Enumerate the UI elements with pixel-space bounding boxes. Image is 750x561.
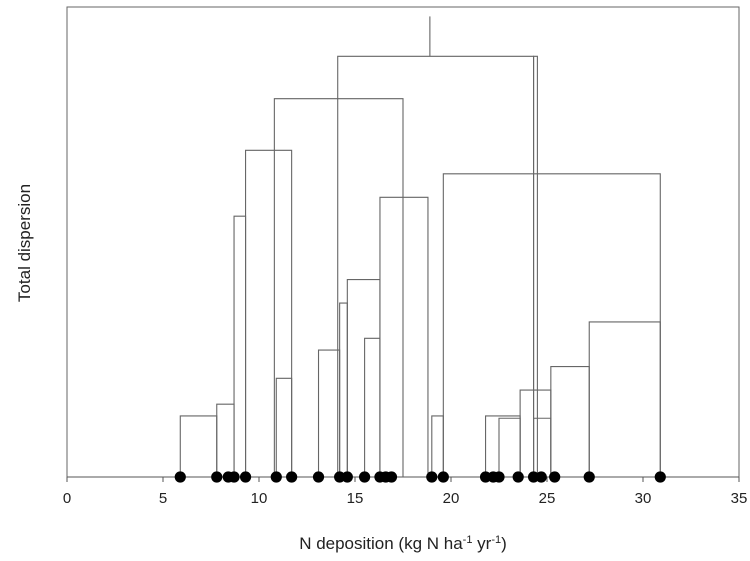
dendrogram-link [337, 55, 535, 477]
leaf-point [334, 471, 346, 483]
dendrogram-link [498, 417, 521, 477]
leaf-point [654, 471, 666, 483]
dendrogram-link [485, 415, 521, 477]
leaf-point [385, 471, 398, 483]
x-tick-label: 10 [251, 490, 268, 507]
dendrogram-link [275, 377, 293, 477]
leaf-point [527, 471, 540, 483]
dendrogram-link [317, 349, 341, 477]
x-tick-label: 0 [63, 490, 71, 507]
dendrogram-link [273, 98, 404, 477]
dendrogram-link [550, 366, 590, 477]
dendrogram-link [442, 173, 661, 477]
x-axis-title: N deposition (kg N ha-1 yr-1) [299, 534, 507, 553]
x-axis-ticks: 0 5 10 15 20 25 30 35 [63, 477, 748, 507]
leaf-point [286, 471, 298, 483]
dendrogram-link [519, 389, 552, 477]
leaf-point [239, 471, 252, 483]
x-tick-label: 25 [539, 490, 556, 507]
leaf-point [228, 471, 240, 483]
leaf-point [512, 471, 524, 483]
dendrogram-link [533, 417, 552, 477]
leaf-point [312, 471, 325, 483]
leaf-point [270, 471, 282, 483]
dendrogram-link [364, 337, 381, 477]
leaf-point [479, 471, 492, 483]
dendrogram-link [245, 149, 293, 477]
dendrogram-link [179, 415, 218, 477]
leaf-point [437, 471, 449, 483]
x-tick-label: 35 [731, 490, 748, 507]
leaf-point [583, 471, 595, 483]
dendrogram-link [339, 302, 348, 477]
dendrogram-link [216, 403, 235, 477]
leaf-point [535, 471, 547, 483]
leaf-point [174, 471, 186, 483]
leaf-point [341, 471, 353, 483]
leaf-markers [174, 471, 666, 483]
dendrogram-link [233, 215, 247, 477]
x-tick-label: 20 [443, 490, 460, 507]
y-axis-title: Total dispersion [15, 184, 34, 302]
dendrogram-link [379, 196, 429, 477]
leaf-point [211, 471, 223, 483]
leaf-point [549, 471, 561, 483]
x-tick-label: 30 [635, 490, 652, 507]
dendrogram-link [588, 321, 661, 477]
dendrogram-link [431, 415, 444, 477]
x-tick-label: 5 [159, 490, 167, 507]
leaf-point [493, 471, 505, 483]
x-tick-label: 15 [347, 490, 364, 507]
dendrogram-link [346, 279, 381, 477]
leaf-point [426, 471, 438, 483]
dendrogram-link [533, 55, 538, 477]
leaf-point [359, 471, 371, 483]
dendrogram-links [179, 16, 661, 477]
